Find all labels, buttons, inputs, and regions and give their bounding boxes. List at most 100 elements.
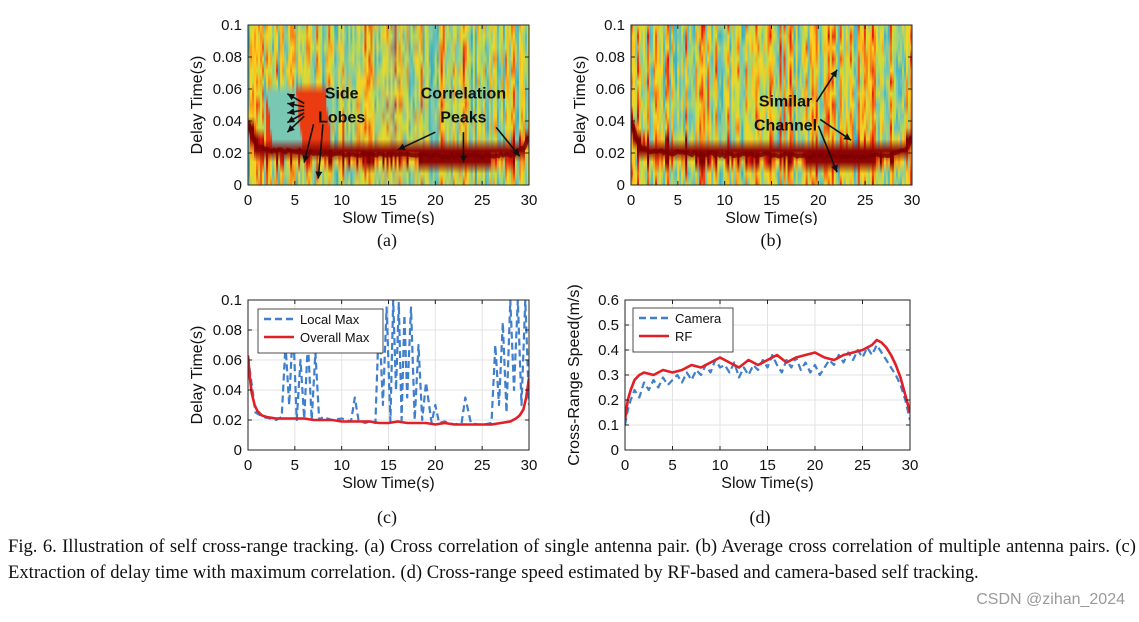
- heatmap-column: [871, 25, 875, 185]
- correlation-ridge: [248, 120, 529, 161]
- x-tick-label: 15: [759, 457, 776, 474]
- heatmap-column: [789, 25, 793, 185]
- heatmap-column: [817, 25, 821, 185]
- legend-label: Camera: [675, 311, 722, 326]
- y-tick-label: 0.5: [598, 317, 619, 334]
- heatmap-column: [767, 25, 771, 185]
- heatmap-column: [663, 25, 666, 185]
- series-line-overall-max: [248, 355, 529, 426]
- x-tick-label: 0: [621, 457, 629, 474]
- chart-a-annotations: Side Lobes Correlation Peaks: [286, 86, 521, 179]
- heatmap-column: [504, 25, 508, 185]
- heatmap-column: [645, 25, 648, 185]
- heatmap-column: [422, 25, 426, 185]
- heatmap-column: [418, 25, 422, 185]
- annotation-arrowhead: [512, 148, 520, 157]
- panel-c: 0 5 10 15 20 25 30 0 0.02 0.04 0.06 0.08 0.1 Slow Tim…: [185, 283, 555, 498]
- heatmap-column: [314, 25, 317, 185]
- heatmap-column: [490, 25, 494, 185]
- heatmap-column: [250, 25, 253, 185]
- heatmap-column: [733, 25, 736, 185]
- heatmap-column: [302, 25, 305, 185]
- chart-a-heatmap: [248, 25, 529, 185]
- heatmap-column: [484, 25, 488, 185]
- heatmap-column: [807, 25, 811, 185]
- x-tick-label: 30: [902, 457, 919, 474]
- heatmap-column: [655, 25, 658, 185]
- x-tick-label: 10: [716, 192, 733, 209]
- correlation-ridge: [631, 120, 912, 161]
- annotation-arrowhead: [287, 124, 295, 133]
- heatmap-column: [278, 25, 281, 185]
- y-tick-label: 0.08: [213, 322, 242, 339]
- heatmap-column: [637, 25, 640, 185]
- heatmap-column: [404, 25, 408, 185]
- heatmap-column: [432, 25, 436, 185]
- heatmap-column: [785, 25, 789, 185]
- heatmap-column: [370, 25, 374, 185]
- heatmap-column: [496, 25, 500, 185]
- y-tick-label: 0.04: [596, 113, 625, 130]
- chart-a-svg: 0 5 10 15 20 25 30 0 0.02 0.04 0.06 0.08 0.1 Slow Tim…: [189, 17, 537, 225]
- heatmap-column: [506, 25, 510, 185]
- y-tick-label: 0.6: [598, 292, 619, 309]
- heatmap-column: [715, 25, 718, 185]
- heatmap-column: [364, 25, 368, 185]
- x-tick-label: 5: [674, 192, 682, 209]
- heatmap-column: [801, 25, 805, 185]
- heatmap-column: [410, 25, 414, 185]
- heatmap-column: [719, 25, 722, 185]
- heatmap-column: [334, 25, 337, 185]
- heatmap-column: [907, 25, 911, 185]
- heatmap-column: [673, 25, 676, 185]
- heatmap-column: [675, 25, 678, 185]
- heatmap-column: [695, 25, 698, 185]
- y-tick-label: 0.1: [221, 292, 242, 309]
- heatmap-column: [260, 25, 263, 185]
- heatmap-column: [865, 25, 869, 185]
- heatmap-column: [512, 25, 516, 185]
- heatmap-column: [713, 25, 716, 185]
- heatmap-column: [709, 25, 712, 185]
- heatmap-column: [869, 25, 873, 185]
- heatmap-column: [723, 25, 726, 185]
- heatmap-column: [737, 25, 740, 185]
- heatmap-column: [811, 25, 815, 185]
- chart-b-heatmap: [631, 25, 912, 185]
- panel-a: 0 5 10 15 20 25 30 0 0.02 0.04 0.06 0.08 0.1 Slow Tim…: [185, 10, 555, 225]
- y-axis-label: Delay Time(s): [572, 56, 589, 155]
- heatmap-column: [398, 25, 402, 185]
- x-tick-label: 15: [763, 192, 780, 209]
- heatmap-column: [773, 25, 777, 185]
- chart-b-annotations: Similar Channel: [754, 69, 852, 173]
- y-tick-label: 0.02: [213, 145, 242, 162]
- heatmap-column: [669, 25, 672, 185]
- heatmap-column: [799, 25, 803, 185]
- heatmap-column: [761, 25, 765, 185]
- heatmap-column: [681, 25, 684, 185]
- chart-b-svg: 0 5 10 15 20 25 30 0 0.02 0.04 0.06 0.08 0.1 Slow Tim…: [572, 17, 920, 225]
- y-tick-label: 0.06: [213, 352, 242, 369]
- y-tick-label: 0.02: [213, 412, 242, 429]
- annotation-arrowhead: [302, 154, 310, 163]
- annotation-arrow: [817, 125, 838, 173]
- annotation-text: Side: [325, 86, 359, 103]
- x-tick-label: 15: [380, 192, 397, 209]
- heatmap-column: [903, 25, 907, 185]
- annotation-arrow: [317, 124, 324, 179]
- heatmap-column: [338, 25, 341, 185]
- heatmap-column: [274, 25, 277, 185]
- heatmap-column: [374, 25, 378, 185]
- x-tick-label: 20: [810, 192, 827, 209]
- heatmap-column: [492, 25, 496, 185]
- heatmap-column: [687, 25, 690, 185]
- heatmap-column: [739, 25, 742, 185]
- heatmap-column: [631, 25, 634, 185]
- heatmap-column: [460, 25, 464, 185]
- heatmap-column: [847, 25, 851, 185]
- heatmap-column: [380, 25, 384, 185]
- heatmap-column: [416, 25, 420, 185]
- chart-c-axes: 0 5 10 15 20 25 30 0 0.02 0.04 0.06 0.08 0.1 Slow Tim…: [189, 292, 537, 492]
- heatmap-column: [426, 25, 430, 185]
- heatmap-column: [440, 25, 444, 185]
